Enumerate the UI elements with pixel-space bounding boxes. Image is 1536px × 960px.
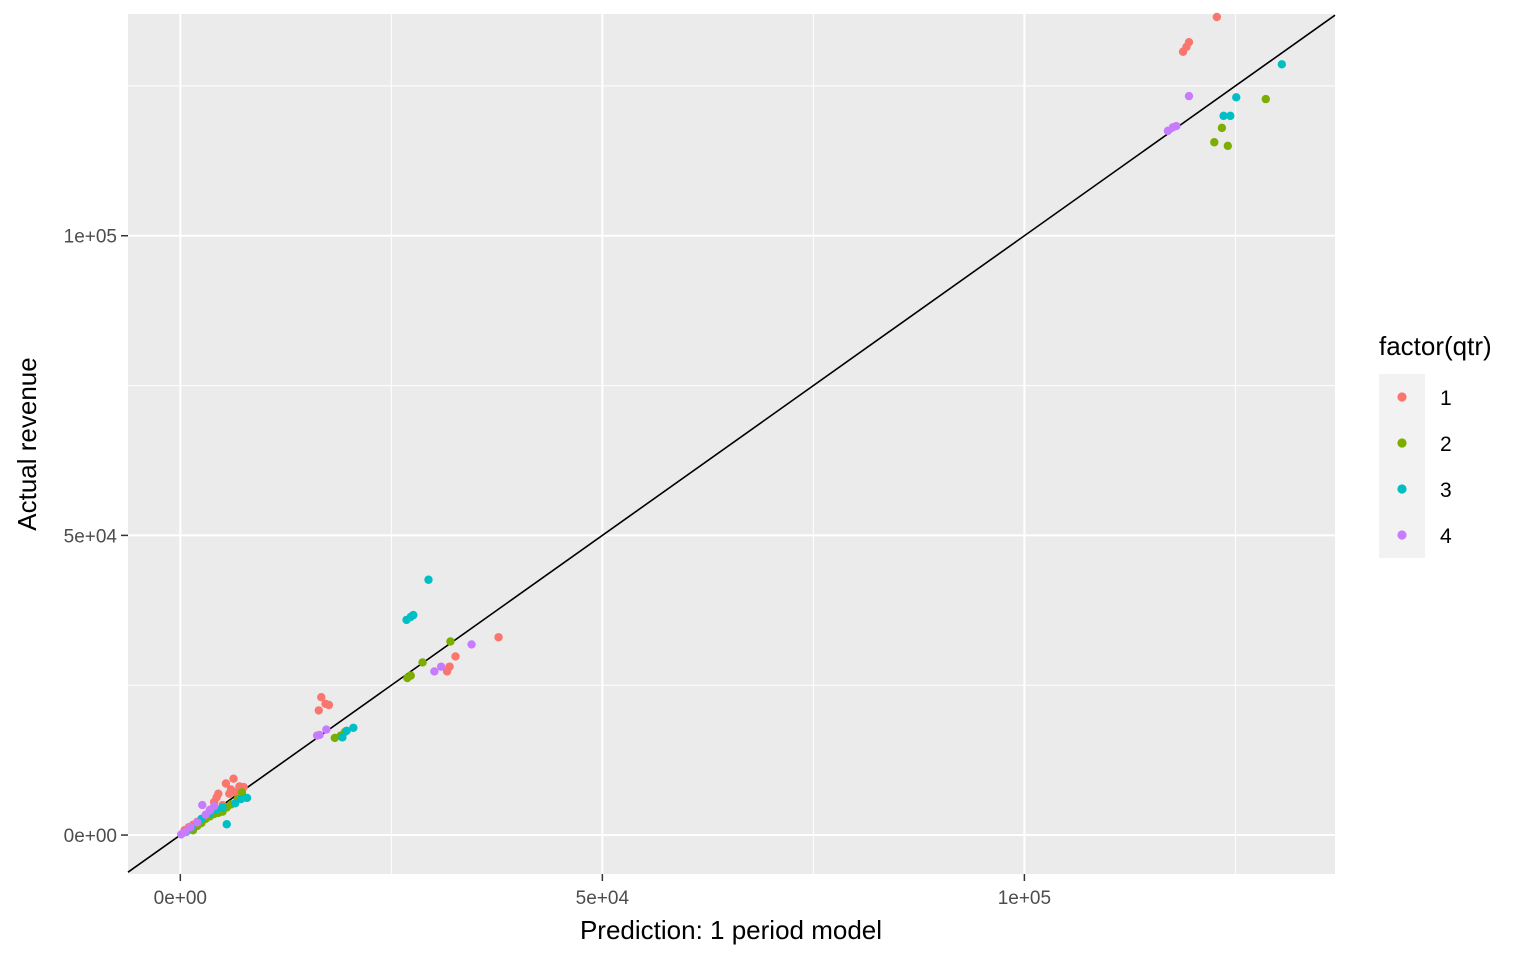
legend: factor(qtr) 1 2 3 4 <box>1379 331 1492 558</box>
major-gridlines <box>128 14 1335 874</box>
data-point-qtr-3 <box>349 723 358 732</box>
data-point-qtr-4 <box>436 662 446 671</box>
data-point-qtr-1 <box>451 652 460 661</box>
data-point-qtr-2 <box>418 658 427 667</box>
y-tick-label: 0e+00 <box>64 826 117 847</box>
legend-label-2: 2 <box>1440 433 1452 456</box>
data-point-qtr-3 <box>222 820 231 829</box>
data-point-qtr-3 <box>338 733 347 742</box>
data-point-qtr-4 <box>1172 121 1181 131</box>
data-point-qtr-3 <box>424 575 433 584</box>
y-axis-ticks: 0e+00 5e+04 1e+05 <box>64 227 128 847</box>
data-point-qtr-1 <box>317 693 326 702</box>
data-point-qtr-4 <box>193 818 202 827</box>
x-axis-title: Prediction: 1 period model <box>580 915 882 945</box>
legend-label-1: 1 <box>1440 387 1452 410</box>
data-point-qtr-4 <box>430 667 439 676</box>
legend-key-3 <box>1397 484 1407 494</box>
data-point-qtr-4 <box>1184 91 1194 101</box>
legend-key-2 <box>1397 438 1407 448</box>
x-axis-ticks: 0e+00 5e+04 1e+05 <box>154 874 1051 909</box>
legend-label-4: 4 <box>1440 525 1452 548</box>
x-tick-label: 0e+00 <box>154 888 207 909</box>
data-point-qtr-4 <box>186 823 195 832</box>
data-point-qtr-1 <box>214 789 223 798</box>
data-point-qtr-2 <box>406 671 415 680</box>
legend-label-3: 3 <box>1440 479 1452 502</box>
data-point-qtr-1 <box>494 633 503 642</box>
x-tick-label: 5e+04 <box>576 888 630 909</box>
legend-key-1 <box>1397 392 1407 402</box>
legend-title: factor(qtr) <box>1379 331 1492 361</box>
data-point-qtr-4 <box>209 802 219 811</box>
legend-key-4 <box>1397 530 1407 540</box>
data-points <box>176 12 1287 839</box>
minor-gridlines <box>128 14 1335 874</box>
data-point-qtr-1 <box>221 779 231 788</box>
data-point-qtr-1 <box>1184 37 1194 47</box>
data-point-qtr-1 <box>314 706 323 715</box>
data-point-qtr-2 <box>1261 94 1270 104</box>
data-point-qtr-2 <box>446 637 455 646</box>
data-point-qtr-4 <box>198 800 207 810</box>
data-point-qtr-1 <box>324 700 334 710</box>
x-tick-label: 1e+05 <box>998 888 1051 909</box>
y-tick-label: 1e+05 <box>64 227 117 248</box>
data-point-qtr-3 <box>242 793 252 803</box>
data-point-qtr-4 <box>467 640 476 649</box>
data-point-qtr-3 <box>1277 60 1287 69</box>
data-point-qtr-3 <box>1232 93 1241 102</box>
data-point-qtr-3 <box>342 726 351 735</box>
data-point-qtr-2 <box>1217 123 1227 133</box>
data-point-qtr-2 <box>1210 138 1219 147</box>
data-point-qtr-1 <box>1212 12 1222 22</box>
y-tick-label: 5e+04 <box>64 526 118 547</box>
legend-key-background <box>1379 374 1425 558</box>
y-axis-title: Actual revenue <box>12 357 42 530</box>
data-point-qtr-2 <box>1223 141 1233 151</box>
data-point-qtr-3 <box>1226 111 1235 121</box>
data-point-qtr-2 <box>237 788 247 797</box>
data-point-qtr-1 <box>445 662 454 671</box>
data-point-qtr-1 <box>229 774 238 783</box>
data-point-qtr-4 <box>322 725 331 734</box>
data-point-qtr-3 <box>409 610 418 620</box>
data-point-qtr-3 <box>230 799 240 808</box>
data-point-qtr-4 <box>315 730 324 740</box>
data-point-qtr-3 <box>218 803 227 812</box>
data-point-qtr-3 <box>1219 111 1228 121</box>
